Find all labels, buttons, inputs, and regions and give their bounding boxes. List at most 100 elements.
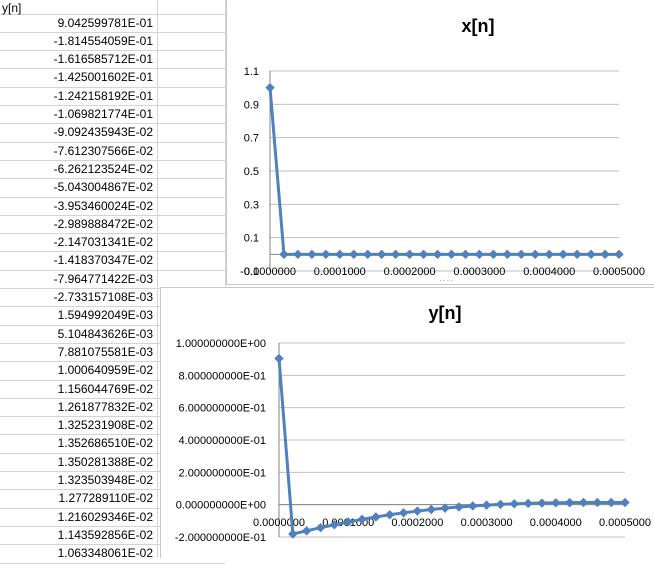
data-point — [606, 497, 616, 508]
column-a[interactable] — [0, 0, 158, 557]
data-point — [329, 520, 340, 530]
data-point — [265, 82, 275, 93]
data-point — [614, 249, 624, 260]
data-point — [530, 249, 540, 260]
data-point — [432, 249, 443, 260]
value-cell[interactable]: -7.612307566E-02 — [53, 143, 153, 158]
value-cell[interactable]: -7.964771422E-03 — [53, 271, 153, 286]
data-point — [474, 249, 485, 260]
column-b[interactable] — [157, 0, 226, 557]
chart-y-svg: y[n] 1.000000000E+00 8.000000000E-01 6.000… — [175, 303, 651, 544]
value-cell[interactable]: 1.216029346E-02 — [57, 509, 153, 524]
value-cell[interactable]: -6.262123524E-02 — [53, 161, 153, 176]
x-tick-label: 0.0005000 — [599, 517, 651, 529]
value-cell[interactable]: -5.043004867E-02 — [53, 180, 153, 195]
chart-x-svg: x[n] 1.1 0.9 0.7 0.5 0.3 0.1 -0.10.0000000 0.00… — [240, 16, 645, 278]
data-point — [564, 497, 575, 508]
data-point — [446, 249, 457, 260]
data-point — [315, 522, 326, 533]
data-point — [376, 249, 387, 260]
data-point — [404, 249, 415, 260]
value-cell[interactable]: 1.325231908E-02 — [57, 418, 153, 433]
value-cell[interactable]: 1.063348061E-02 — [57, 546, 153, 561]
value-cell[interactable]: -3.953460024E-02 — [53, 198, 153, 213]
value-cell[interactable]: -1.069821774E-01 — [53, 107, 153, 121]
value-cell[interactable]: 9.042599781E-01 — [57, 15, 153, 30]
y-tick-label: 0.1 — [244, 233, 259, 245]
data-point — [307, 249, 317, 260]
data-point — [495, 499, 506, 510]
x-tick-label: 0.0002000 — [384, 266, 436, 278]
data-point — [398, 508, 409, 518]
data-point — [343, 517, 353, 527]
value-cell[interactable]: 1.277289110E-02 — [58, 491, 153, 506]
data-point — [523, 498, 533, 509]
data-point — [572, 249, 582, 260]
data-point — [454, 502, 464, 512]
data-point — [349, 249, 359, 260]
value-cell[interactable]: 1.143592856E-02 — [57, 527, 153, 542]
data-point — [592, 497, 603, 508]
value-cell[interactable]: -2.733157108E-03 — [53, 290, 153, 304]
value-cell[interactable]: -2.147031341E-02 — [53, 235, 153, 250]
y-tick-label: 8.000000000E-01 — [179, 370, 266, 382]
chart-x-title: x[n] — [462, 16, 495, 36]
value-cell[interactable]: -1.425001602E-01 — [53, 70, 153, 85]
data-point — [288, 529, 298, 539]
value-cell[interactable]: -1.814554059E-01 — [53, 33, 153, 48]
data-point — [516, 249, 526, 260]
x-tick-label: 0.0003000 — [461, 517, 513, 529]
data-point — [620, 497, 630, 508]
x-tick-label: 0.0000000 — [244, 266, 296, 278]
y-tick-label: 0.3 — [244, 199, 259, 211]
y-tick-label: 1.1 — [244, 66, 259, 78]
data-point — [371, 512, 381, 522]
y-tick-label: -2.000000000E-01 — [175, 532, 266, 544]
data-point — [418, 249, 429, 260]
data-point — [488, 249, 499, 260]
value-cell[interactable]: 5.104843626E-03 — [57, 326, 153, 341]
data-point — [390, 249, 401, 260]
value-cell[interactable]: 1.594992049E-03 — [57, 308, 153, 323]
value-cell[interactable]: 1.156044769E-02 — [57, 381, 153, 396]
value-cell[interactable]: 1.352686510E-02 — [57, 436, 153, 451]
data-point — [279, 249, 289, 260]
y-tick-label: 0.5 — [244, 166, 259, 178]
x-tick-label: 0.0005000 — [593, 266, 645, 278]
data-point — [537, 498, 547, 508]
chart-y[interactable]: y[n] 1.000000000E+00 8.000000000E-01 6.000… — [160, 287, 654, 558]
column-header-cell[interactable]: y[n] — [2, 1, 22, 15]
data-point — [426, 504, 436, 515]
chart-y-title: y[n] — [429, 303, 462, 323]
y-tick-label: 6.000000000E-01 — [179, 403, 266, 415]
y-tick-label: 0.7 — [244, 133, 259, 145]
data-point — [301, 526, 312, 536]
data-point — [502, 249, 513, 260]
data-point — [412, 506, 423, 516]
data-point — [509, 499, 519, 509]
value-cell[interactable]: -1.242158192E-01 — [53, 88, 153, 103]
value-cell[interactable]: 1.261877832E-02 — [57, 399, 153, 414]
value-cell[interactable]: -1.418370347E-02 — [53, 253, 153, 268]
y-tick-label: 4.000000000E-01 — [179, 435, 266, 447]
value-cell[interactable]: 1.323503948E-02 — [57, 473, 153, 487]
value-cell[interactable]: 7.881075581E-03 — [57, 344, 153, 359]
value-cell[interactable]: 1.000640959E-02 — [57, 363, 153, 378]
chart-x[interactable]: x[n] 1.1 0.9 0.7 0.5 0.3 0.1 -0.1 0.0000000 0.00… — [226, 0, 654, 286]
y-tick-label: 2.000000000E-01 — [179, 467, 266, 479]
data-point — [586, 249, 596, 260]
value-cell[interactable]: -2.989888472E-02 — [53, 216, 153, 231]
value-cell[interactable]: 1.350281388E-02 — [57, 454, 153, 469]
value-cell[interactable]: -9.092435943E-02 — [53, 125, 153, 140]
y-tick-label: 0.000000000E+00 — [176, 500, 266, 512]
data-point — [600, 249, 610, 260]
data-point — [363, 249, 373, 260]
data-point — [558, 249, 568, 260]
x-tick-label: 0.0003000 — [453, 266, 505, 278]
y-tick-label: 1.000000000E+00 — [176, 338, 266, 350]
resize-handle[interactable]: ∙∙∙∙ — [439, 275, 455, 286]
data-point — [293, 249, 303, 260]
value-cell[interactable]: -1.616585712E-01 — [53, 52, 153, 67]
data-point — [274, 353, 284, 364]
